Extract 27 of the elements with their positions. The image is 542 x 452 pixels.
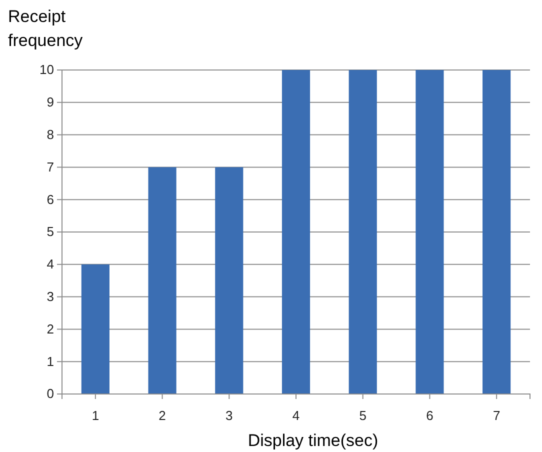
y-tick-label: 5	[46, 224, 54, 240]
y-tick-label: 3	[46, 288, 54, 304]
y-tick-label: 0	[46, 386, 54, 402]
x-tick-label: 4	[292, 408, 300, 424]
bar	[416, 70, 444, 394]
y-tick-label: 10	[40, 62, 54, 78]
y-tick-label: 1	[46, 354, 54, 369]
y-tick-label: 4	[46, 256, 54, 272]
bar	[215, 167, 244, 394]
bar	[348, 70, 377, 394]
x-tick-label: 3	[226, 408, 233, 424]
x-tick-label: 2	[158, 408, 166, 424]
x-tick-label: 6	[426, 408, 434, 424]
x-axis-title: Display time(sec)	[248, 431, 378, 450]
y-tick-label: 7	[46, 159, 54, 174]
x-tick-label: 5	[359, 408, 366, 424]
x-tick-label: 7	[492, 408, 500, 424]
y-tick-label: 9	[46, 94, 54, 110]
y-tick-label: 8	[46, 126, 54, 142]
bar	[482, 70, 511, 394]
x-tick-label: 1	[92, 408, 100, 424]
bar	[282, 70, 310, 394]
bar	[148, 167, 176, 394]
y-tick-label: 6	[46, 192, 54, 207]
bar	[81, 264, 110, 394]
y-tick-label: 2	[46, 321, 54, 336]
y-axis-title: Receipt frequency	[8, 7, 84, 50]
